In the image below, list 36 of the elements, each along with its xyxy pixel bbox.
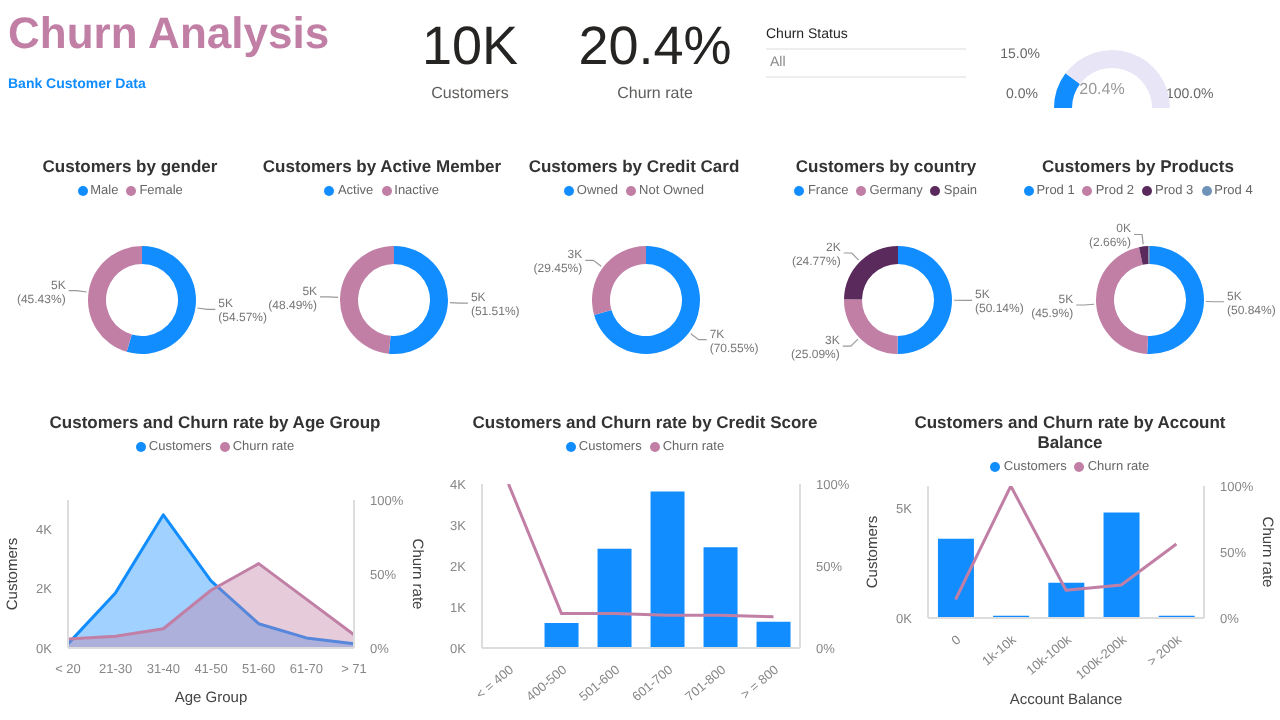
donut-slice: [126, 246, 196, 354]
chart-title: Customers and Churn rate by Age Group: [47, 412, 383, 432]
line-series: [954, 486, 1178, 602]
bar: [756, 621, 791, 648]
donut-slice: [594, 246, 700, 354]
text: Customers: [429, 84, 511, 102]
bar: [1103, 512, 1140, 618]
donut-slice: [1139, 246, 1149, 265]
text: Churn Analysis: [8, 8, 332, 60]
chart-title: Customers by Products: [1040, 156, 1236, 176]
chart-title: Customers by gender: [40, 156, 220, 176]
chart-title: Customers and Churn rate by Credit Score: [470, 412, 820, 432]
donut-slice: [844, 246, 898, 300]
bar: [937, 538, 974, 618]
donut-slice: [88, 246, 142, 352]
donut-slice: [1096, 247, 1149, 354]
chart-title: Customers and Churn rate by Account Balance: [912, 412, 1228, 452]
donut-slice: [592, 246, 646, 315]
chart-title: Customers by Credit Card: [526, 156, 742, 176]
line-series: [507, 484, 775, 619]
bar: [597, 548, 632, 648]
donut-slice: [897, 246, 952, 354]
text: 10K: [419, 14, 521, 80]
donut-slice: [1147, 246, 1204, 354]
chart-title: Customers by Active Member: [260, 156, 504, 176]
text: 20.4%: [576, 14, 734, 80]
bar: [703, 547, 738, 648]
donut-slice: [340, 246, 394, 354]
donut-slice: [844, 299, 898, 354]
text: Churn rate: [615, 84, 695, 102]
bar: [544, 622, 579, 648]
donut-slice: [388, 246, 448, 354]
bar: [650, 491, 685, 648]
text: 20.4%: [1079, 80, 1125, 98]
chart-title: Customers by country: [793, 156, 979, 176]
bar: [1048, 582, 1085, 618]
